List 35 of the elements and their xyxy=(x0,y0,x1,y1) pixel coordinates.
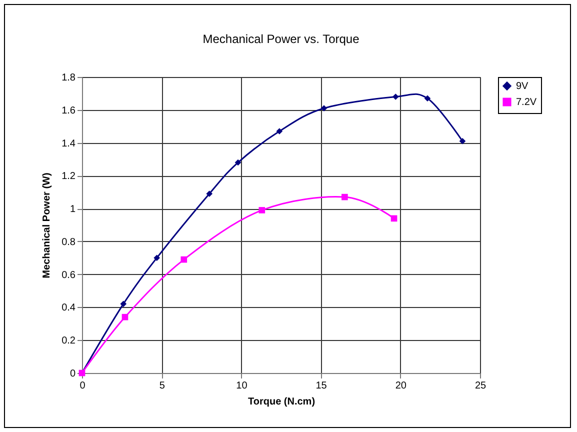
x-tick-label: 5 xyxy=(159,380,166,392)
point xyxy=(390,215,398,222)
point xyxy=(459,138,466,144)
point xyxy=(276,128,283,134)
x-tick-label: 15 xyxy=(316,380,328,392)
y-tick-label: 1 xyxy=(70,204,76,216)
legend-label: 7.2V xyxy=(516,97,537,108)
x-tick-label: 25 xyxy=(474,380,486,392)
point xyxy=(154,254,160,262)
point xyxy=(180,256,188,263)
x-axis-title: Torque (N.cm) xyxy=(248,396,316,408)
point xyxy=(392,94,399,100)
point xyxy=(234,159,242,166)
y-tick-label: 1.6 xyxy=(62,105,76,116)
point xyxy=(342,194,348,200)
point xyxy=(424,95,431,102)
x-tick-label: 20 xyxy=(395,380,407,392)
point xyxy=(206,190,213,197)
legend-label: 9V xyxy=(516,81,529,92)
point xyxy=(258,207,266,214)
y-tick-label: 1.4 xyxy=(62,138,76,150)
x-tick-label: 10 xyxy=(236,380,248,392)
y-tick-label: 1.8 xyxy=(62,72,76,84)
y-axis-title: Mechanical Power (W) xyxy=(42,172,53,278)
point xyxy=(122,314,128,320)
y-tick-label: 0 xyxy=(70,368,76,380)
chart-title: Mechanical Power vs. Torque xyxy=(202,32,360,46)
y-tick-label: 0.6 xyxy=(62,270,76,281)
x-tick-label: 0 xyxy=(80,380,86,392)
y-tick-label: 0.4 xyxy=(62,302,76,314)
y-tick-label: 0.2 xyxy=(62,336,76,347)
y-tick-label: 1.2 xyxy=(62,171,76,182)
point xyxy=(320,105,328,112)
y-tick-label: 0.8 xyxy=(62,236,76,248)
point xyxy=(120,300,127,308)
